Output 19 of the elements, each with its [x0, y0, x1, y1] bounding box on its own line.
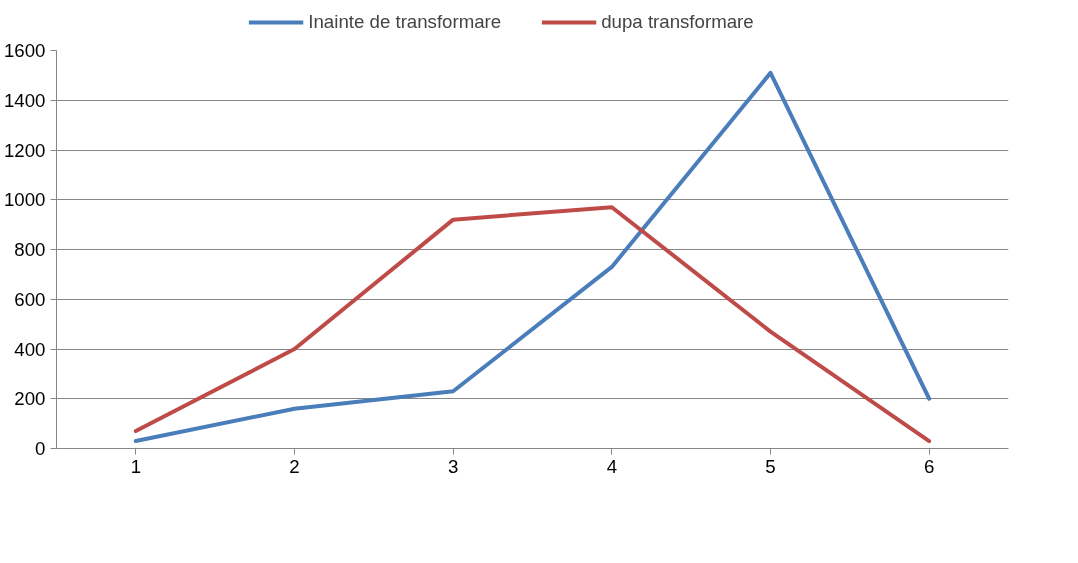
- y-tick-label: 1000: [4, 189, 46, 211]
- line-series: [133, 205, 932, 444]
- x-tick-label: 5: [765, 455, 776, 477]
- legend-label: dupa transformare: [601, 11, 754, 33]
- y-tick-label: 800: [14, 239, 46, 260]
- y-tick-label: 1200: [4, 139, 46, 161]
- legend-label: Inainte de transformare: [308, 11, 502, 33]
- y-tick-label: 1600: [4, 40, 46, 61]
- y-tick-label: 0: [35, 438, 46, 459]
- x-tick-label: 2: [289, 455, 300, 477]
- y-tick-label: 200: [14, 388, 46, 410]
- y-tick-label: 400: [14, 338, 46, 360]
- x-tick-label: 4: [606, 455, 618, 477]
- line-series: [133, 70, 932, 444]
- x-tick-label: 6: [923, 455, 935, 477]
- x-tick-label: 1: [130, 455, 142, 477]
- y-tick-label: 1400: [4, 89, 46, 111]
- x-tick-label: 3: [447, 455, 459, 477]
- y-tick-label: 600: [14, 288, 46, 310]
